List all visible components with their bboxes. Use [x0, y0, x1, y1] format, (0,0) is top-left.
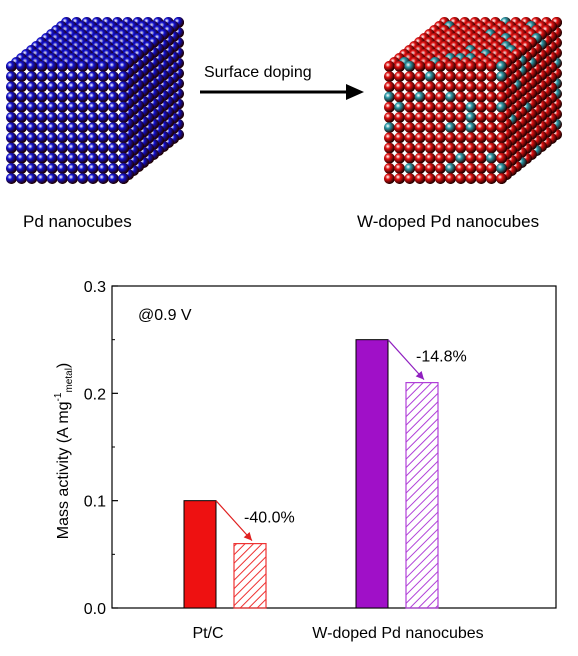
- x-category-label: Pt/C: [192, 625, 223, 642]
- y-tick-label: 0.3: [84, 279, 106, 296]
- decrease-arrow: [215, 500, 253, 542]
- percent-change-label: -40.0%: [244, 510, 295, 527]
- percent-change-label: -14.8%: [416, 349, 467, 366]
- bar-initial: [355, 339, 389, 609]
- pd-nanocube-image: [0, 5, 185, 185]
- y-tick-label: 0.0: [84, 601, 106, 618]
- x-category-label: W-doped Pd nanocubes: [312, 625, 483, 642]
- surface-doping-arrow: Surface doping: [198, 60, 368, 110]
- potential-annotation: @0.9 V: [138, 307, 192, 324]
- decrease-arrowhead: [243, 531, 252, 541]
- bar-after-cycling: [233, 543, 267, 609]
- decrease-arrow: [387, 339, 425, 381]
- pd-nanocubes-label: Pd nanocubes: [23, 212, 132, 231]
- decrease-arrowhead: [415, 370, 424, 380]
- y-axis-label: Mass activity (A mg-1metal): [53, 363, 75, 540]
- bar-initial: [183, 500, 217, 609]
- mass-activity-chart: 0.0 0.1 0.2 0.3 Mass activity (A mg-1metal) @…: [0, 262, 578, 656]
- plot-frame: [111, 285, 557, 609]
- y-tick-label: 0.2: [84, 386, 106, 403]
- w-doped-pd-nanocube-image: [378, 5, 563, 185]
- w-doped-pd-nanocubes-label: W-doped Pd nanocubes: [357, 212, 540, 231]
- y-tick-label: 0.1: [84, 494, 106, 511]
- arrow-label: Surface doping: [204, 64, 312, 81]
- bar-after-cycling: [405, 381, 439, 609]
